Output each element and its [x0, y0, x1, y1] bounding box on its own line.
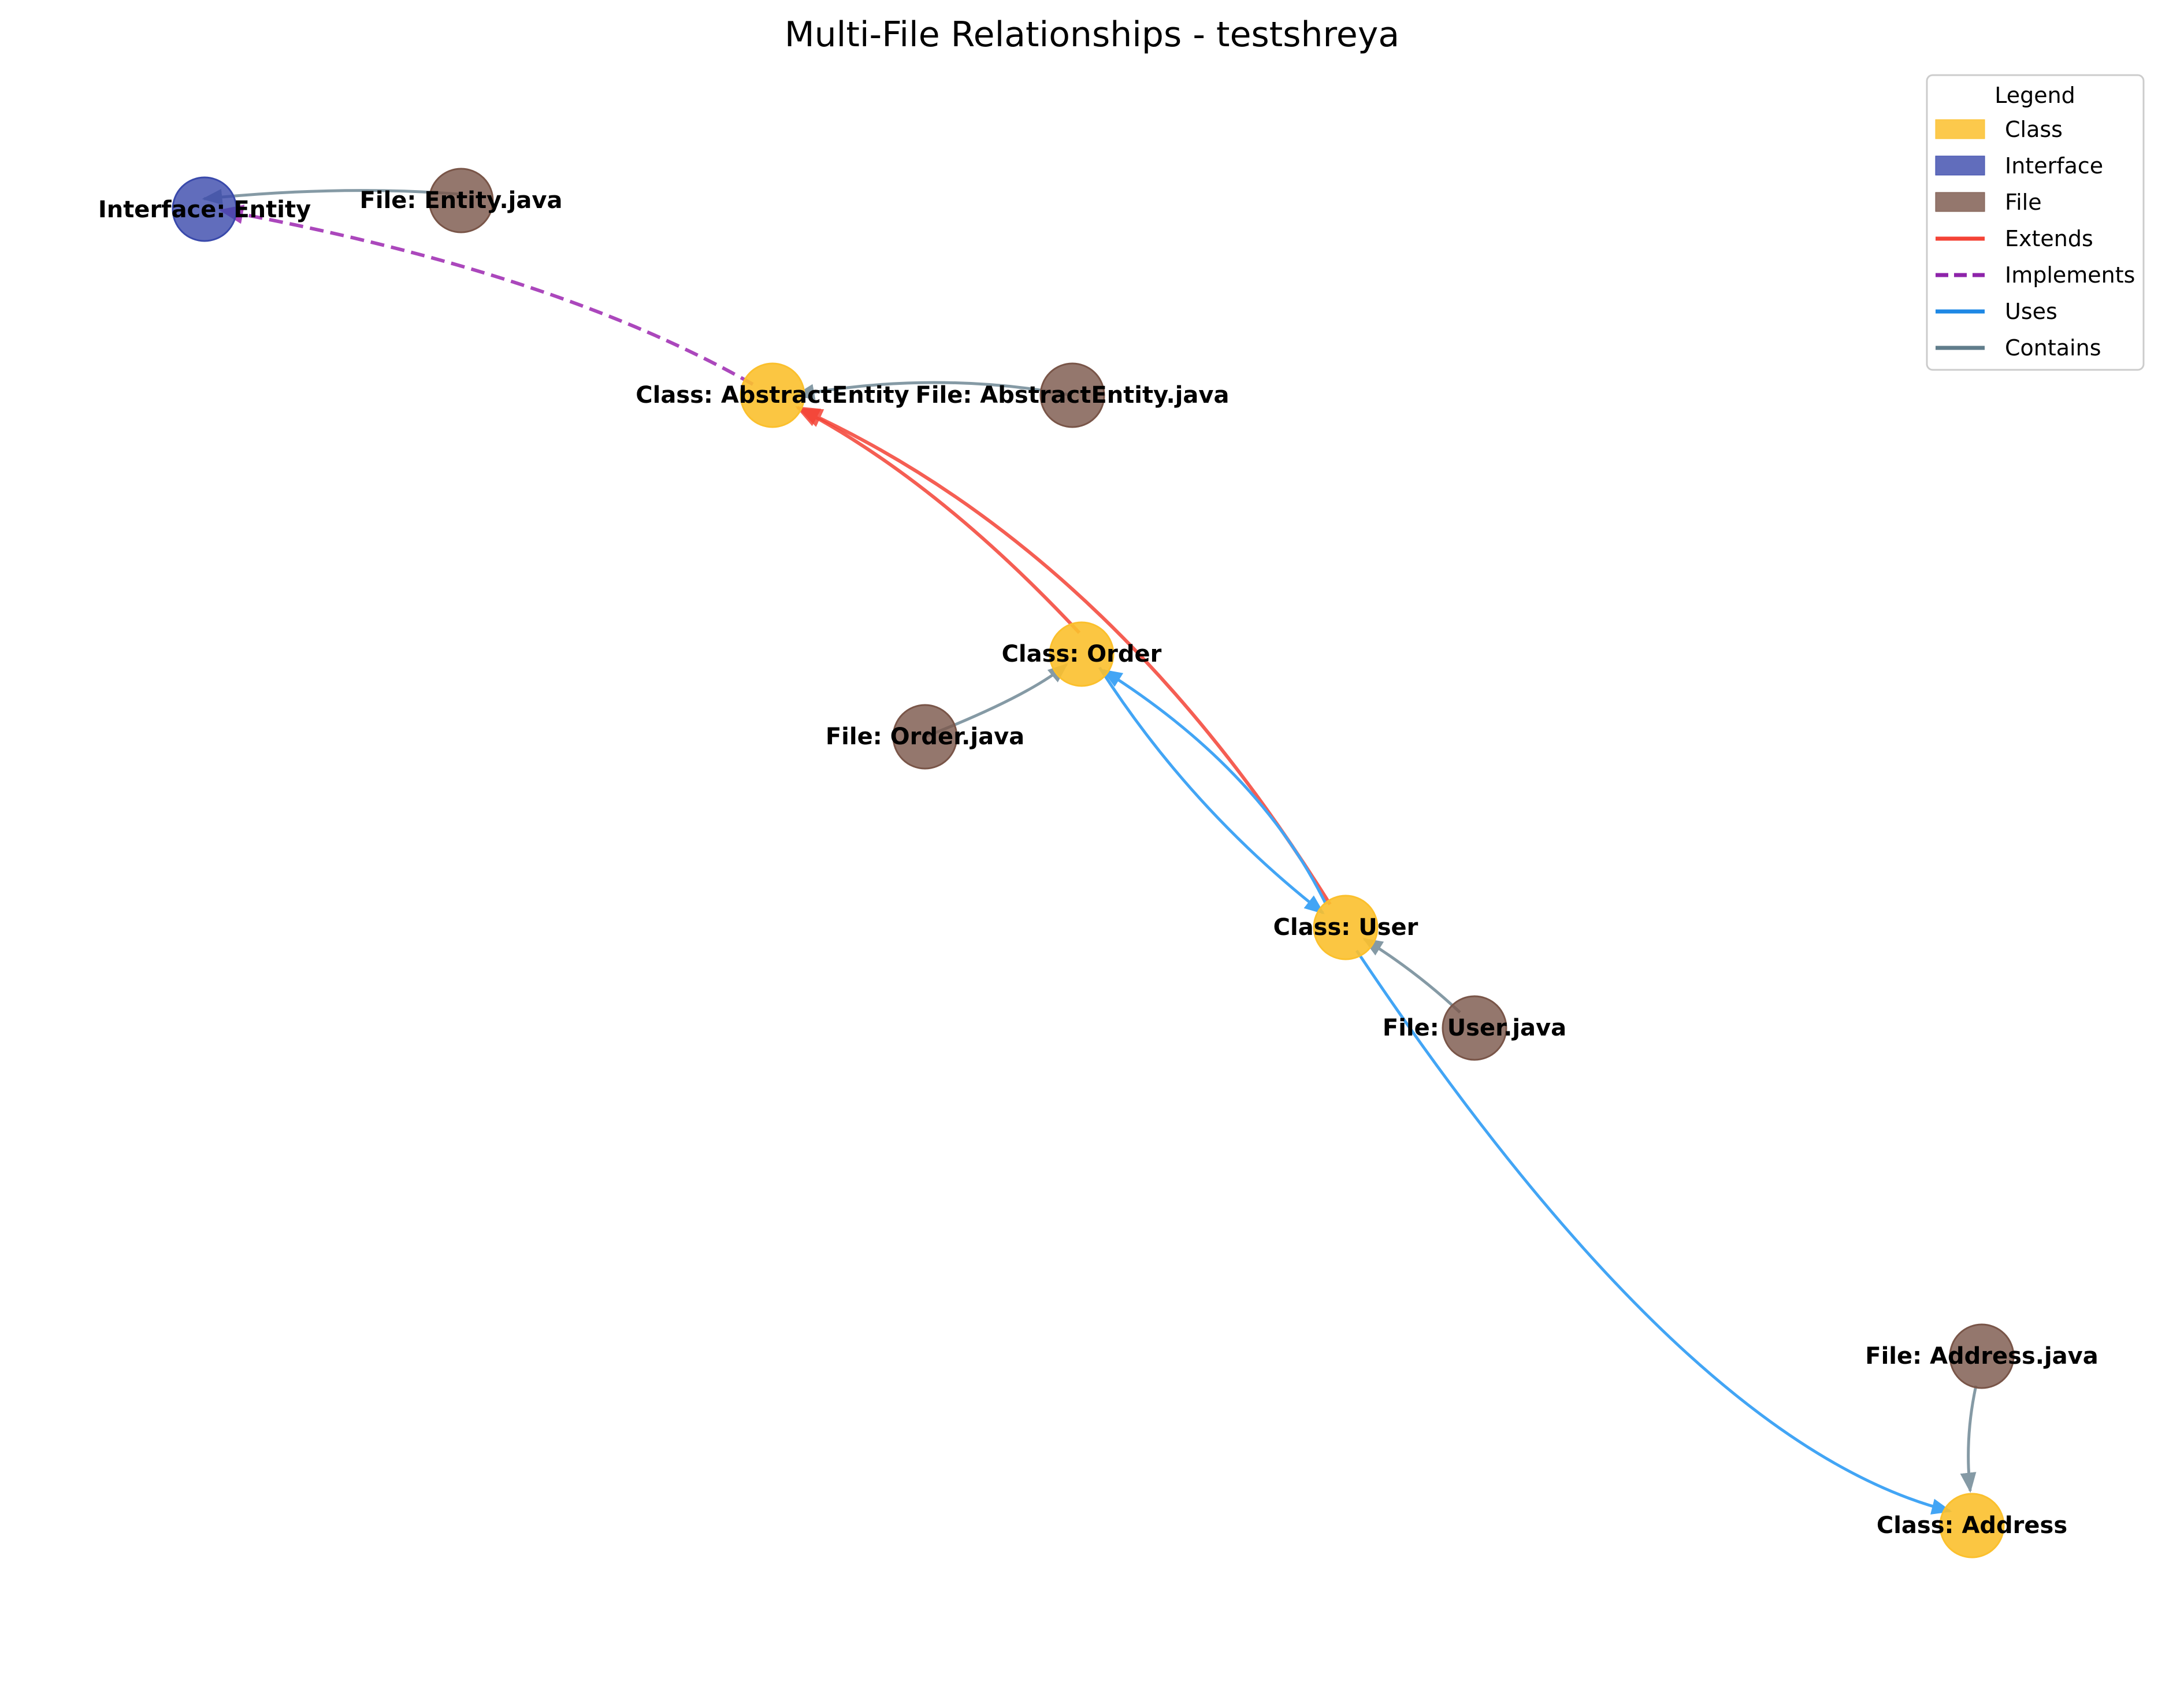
chart-title: Multi-File Relationships - testshreya — [785, 14, 1399, 55]
nodes-layer — [172, 168, 2015, 1558]
edge-implements-abstractentity-entity — [218, 205, 754, 386]
edge-contains-address — [1960, 1385, 1978, 1493]
label-file-user-java: File: User.java — [1383, 1015, 1566, 1041]
node-file-abstractentity-java[interactable] — [1039, 362, 1105, 428]
node-class-order[interactable] — [1049, 621, 1115, 687]
node-class-address[interactable] — [1939, 1493, 2005, 1558]
edge-uses-user-order — [1102, 669, 1328, 906]
legend-class-swatch — [1935, 119, 1985, 139]
label-file-order-java: File: Order.java — [826, 723, 1024, 750]
label-class-order: Class: Order — [1002, 641, 1162, 667]
legend-interface-label: Interface — [2005, 153, 2103, 179]
legend-contains-label: Contains — [2005, 335, 2101, 361]
legend-uses-label: Uses — [2005, 299, 2057, 324]
label-class-user: Class: User — [1273, 914, 1418, 941]
node-file-user-java[interactable] — [1442, 995, 1507, 1061]
edge-uses-user-address — [1355, 949, 1952, 1515]
legend-box — [1926, 74, 2145, 371]
node-file-entity-java[interactable] — [428, 168, 494, 233]
node-file-order-java[interactable] — [892, 704, 958, 770]
label-class-abstractentity: Class: AbstractEntity — [636, 382, 909, 409]
label-file-entity-java: File: Entity.java — [360, 187, 563, 214]
node-file-address-java[interactable] — [1949, 1323, 2015, 1389]
edge-contains-user — [1362, 937, 1461, 1014]
edge-extends-user-abstractentity — [798, 407, 1332, 906]
edge-contains-abstractentity — [794, 381, 1072, 400]
legend-interface-swatch — [1935, 155, 1985, 176]
label-interface-entity: Interface: Entity — [98, 196, 311, 223]
label-class-address: Class: Address — [1877, 1512, 2067, 1539]
node-class-abstractentity[interactable] — [740, 362, 805, 428]
legend-implements-label: Implements — [2005, 262, 2135, 288]
legend-file-label: File — [2005, 190, 2042, 215]
labels-layer: Interface: Entity File: Entity.java Clas… — [98, 187, 2098, 1539]
edge-uses-order-user — [1098, 666, 1325, 915]
edges-layer — [202, 188, 1978, 1515]
legend-title: Legend — [1994, 83, 2075, 108]
label-file-abstractentity-java: File: AbstractEntity.java — [916, 382, 1230, 409]
legend: Legend Class Interface File Extends Impl… — [1926, 74, 2145, 371]
edge-contains-entity — [202, 188, 460, 205]
legend-extends-label: Extends — [2005, 226, 2093, 251]
edge-extends-order-abstractentity — [795, 406, 1081, 634]
node-interface-entity[interactable] — [172, 176, 237, 242]
legend-class-label: Class — [2005, 117, 2063, 142]
label-file-address-java: File: Address.java — [1865, 1343, 2098, 1370]
node-class-user[interactable] — [1313, 895, 1379, 960]
legend-file-swatch — [1935, 192, 1985, 212]
